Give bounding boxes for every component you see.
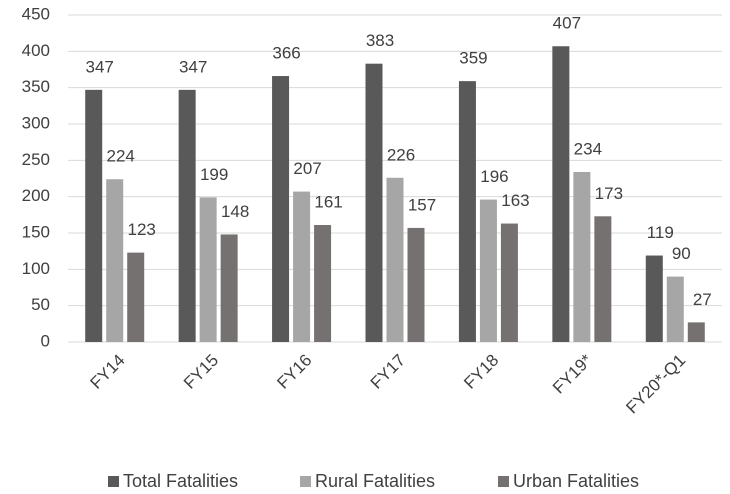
y-tick-label: 350 bbox=[22, 77, 50, 96]
legend-swatch bbox=[108, 476, 119, 487]
y-tick-label: 300 bbox=[22, 113, 50, 132]
y-tick-label: 150 bbox=[22, 222, 50, 241]
data-label: 148 bbox=[221, 202, 249, 221]
legend-label: Urban Fatalities bbox=[513, 471, 639, 491]
bar bbox=[552, 46, 570, 342]
bar bbox=[687, 322, 705, 342]
y-tick-label: 200 bbox=[22, 186, 50, 205]
data-label: 196 bbox=[480, 167, 508, 186]
legend-label: Total Fatalities bbox=[123, 471, 238, 491]
bar bbox=[127, 252, 145, 342]
bar bbox=[573, 171, 591, 342]
bar bbox=[314, 225, 332, 342]
bar bbox=[365, 63, 383, 342]
bar bbox=[666, 276, 684, 342]
legend-label: Rural Fatalities bbox=[315, 471, 435, 491]
bar bbox=[500, 223, 518, 342]
data-label: 27 bbox=[693, 290, 712, 309]
data-label: 90 bbox=[672, 244, 691, 263]
bar bbox=[386, 177, 404, 342]
data-label: 161 bbox=[314, 192, 342, 211]
bar bbox=[479, 199, 497, 342]
data-label: 234 bbox=[574, 139, 602, 158]
bar bbox=[178, 89, 196, 342]
legend-swatch bbox=[498, 476, 509, 487]
data-label: 173 bbox=[595, 184, 623, 203]
y-tick-label: 400 bbox=[22, 41, 50, 60]
legend-swatch bbox=[300, 476, 311, 487]
x-tick-label: FY17 bbox=[367, 351, 409, 393]
data-label: 366 bbox=[272, 44, 300, 63]
bar bbox=[106, 179, 124, 342]
x-tick-label: FY18 bbox=[460, 351, 502, 393]
x-tick-label: FY16 bbox=[273, 351, 315, 393]
bar bbox=[594, 216, 612, 342]
y-tick-label: 450 bbox=[22, 4, 50, 23]
data-label: 407 bbox=[553, 14, 581, 33]
data-label: 163 bbox=[501, 191, 529, 210]
x-tick-label: FY15 bbox=[180, 351, 222, 393]
bar bbox=[85, 89, 103, 342]
y-tick-label: 100 bbox=[22, 259, 50, 278]
data-label: 226 bbox=[387, 145, 415, 164]
data-label: 347 bbox=[86, 57, 114, 76]
data-label: 207 bbox=[293, 159, 321, 178]
data-label: 224 bbox=[107, 147, 135, 166]
y-tick-label: 50 bbox=[31, 295, 50, 314]
data-label: 383 bbox=[366, 31, 394, 50]
bar bbox=[199, 197, 217, 342]
data-label: 199 bbox=[200, 165, 228, 184]
data-label: 123 bbox=[128, 220, 156, 239]
bar bbox=[458, 81, 476, 343]
y-tick-label: 250 bbox=[22, 150, 50, 169]
data-label: 119 bbox=[647, 223, 674, 242]
bar bbox=[293, 191, 311, 342]
bar bbox=[220, 234, 238, 342]
y-tick-label: 0 bbox=[41, 331, 50, 350]
bar bbox=[407, 227, 425, 342]
x-tick-label: FY20*-Q1 bbox=[622, 351, 689, 418]
data-label: 347 bbox=[179, 57, 207, 76]
x-tick-label: FY14 bbox=[87, 351, 129, 393]
bar bbox=[645, 255, 663, 342]
bar bbox=[272, 76, 290, 342]
data-label: 359 bbox=[459, 49, 487, 68]
data-label: 157 bbox=[408, 195, 436, 214]
x-tick-label: FY19* bbox=[549, 350, 596, 397]
